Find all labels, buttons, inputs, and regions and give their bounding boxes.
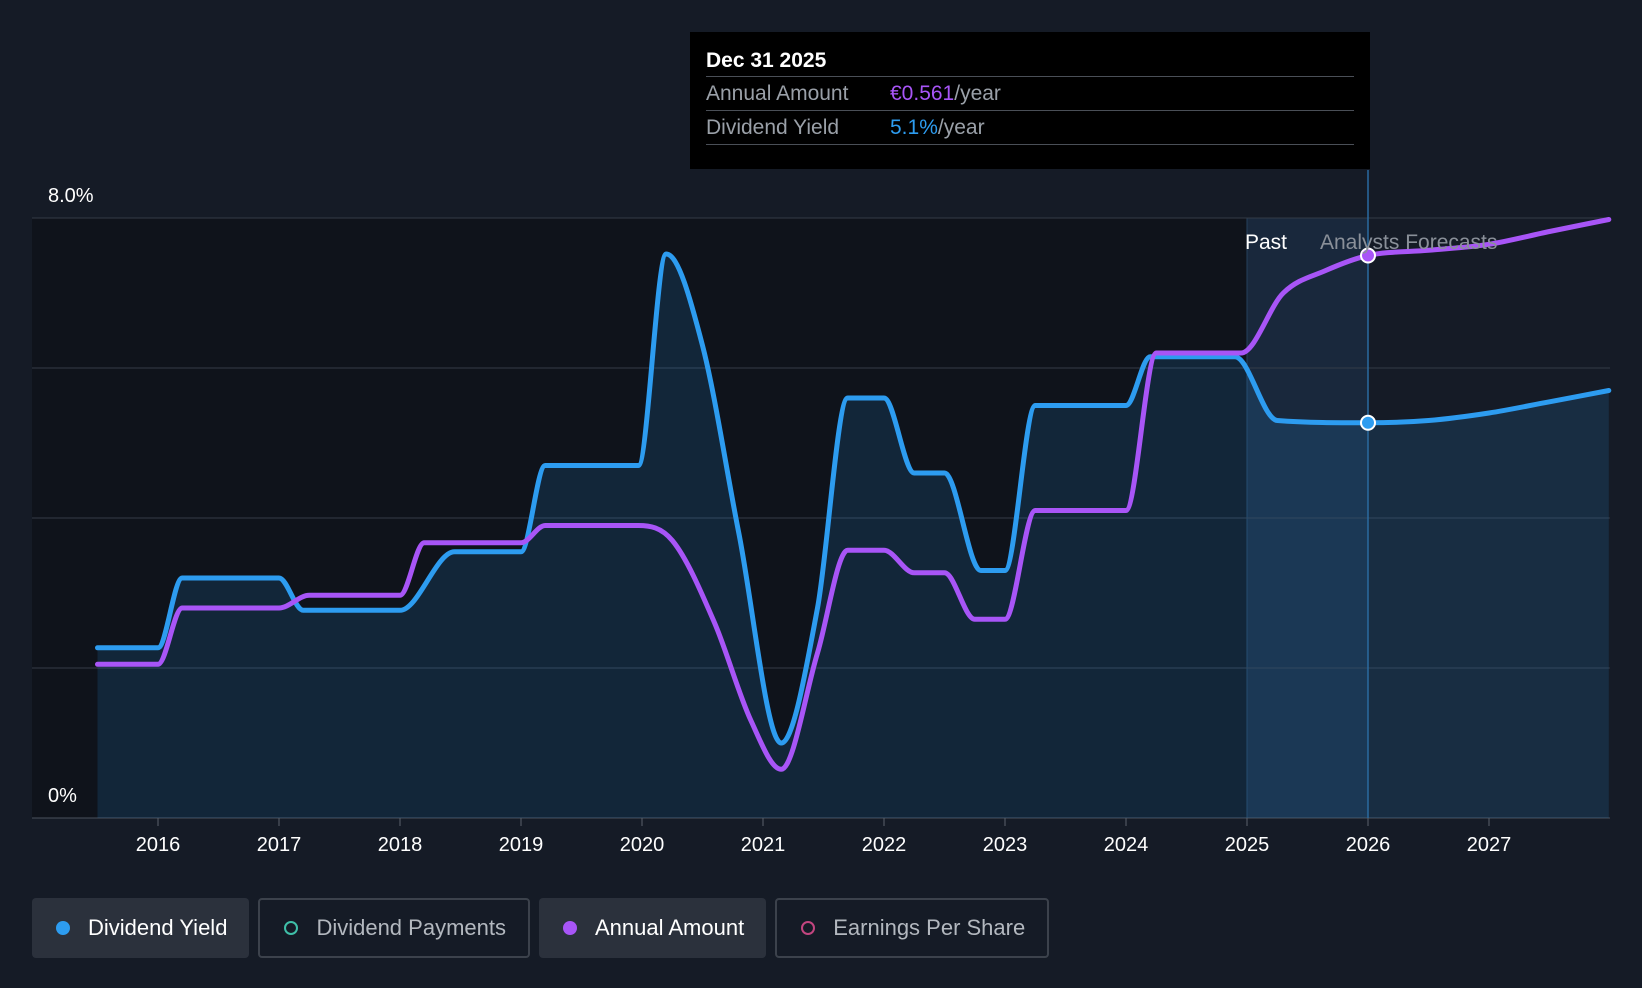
x-tick-label: 2022 [862,834,907,856]
chart-legend: Dividend Yield Dividend Payments Annual … [32,898,1050,958]
tooltip-key: Annual Amount [706,81,849,105]
x-tick-label: 2024 [1104,834,1149,856]
x-tick-label: 2019 [499,834,544,856]
annual-amount-marker [1360,247,1376,264]
legend-dividend-payments[interactable]: Dividend Payments [258,898,530,958]
dividend-yield-area [97,254,1609,818]
tooltip-value: 5.1% [890,115,938,139]
legend-ring-icon [801,921,816,935]
x-tick-label: 2025 [1225,834,1270,856]
y-tick-label: 0% [48,785,77,807]
chart-tooltip: Dec 31 2025 Annual Amount €0.561 /year D… [690,32,1370,169]
x-tick-label: 2018 [378,834,423,856]
x-tick-label: 2023 [983,834,1028,856]
x-tick-label: 2017 [257,834,302,856]
x-tick-label: 2027 [1467,834,1512,856]
legend-label: Earnings Per Share [833,915,1026,940]
x-tick-label: 2026 [1346,834,1391,856]
tooltip-row-annual-amount: Annual Amount €0.561 /year [706,76,1354,110]
tooltip-date: Dec 31 2025 [706,49,827,72]
tooltip-unit: /year [954,81,1001,105]
tooltip-row-dividend-yield: Dividend Yield 5.1% /year [706,110,1354,145]
legend-label: Dividend Payments [316,915,506,940]
x-tick-label: 2020 [620,834,665,856]
legend-label: Dividend Yield [88,915,228,940]
annual-amount-line [95,217,1612,772]
legend-dot-icon [562,921,577,935]
legend-earnings-per-share[interactable]: Earnings Per Share [775,898,1050,958]
legend-annual-amount[interactable]: Annual Amount [538,898,767,958]
forecast-region-label: Analysts Forecasts [1320,231,1497,254]
tooltip-unit: /year [937,115,985,139]
tooltip-key: Dividend Yield [706,115,840,139]
y-tick-label: 8.0% [48,185,94,207]
legend-dot-icon [56,921,70,935]
x-tick-label: 2016 [136,834,181,856]
legend-ring-icon [284,921,299,935]
x-tick-label: 2021 [741,834,786,856]
legend-dividend-yield[interactable]: Dividend Yield [32,898,250,958]
tooltip-value: €0.561 [890,81,955,105]
dividend-yield-marker [1360,414,1376,431]
dividend-yield-line [95,251,1612,746]
past-region-label: Past [1245,231,1287,254]
legend-label: Annual Amount [594,915,745,940]
